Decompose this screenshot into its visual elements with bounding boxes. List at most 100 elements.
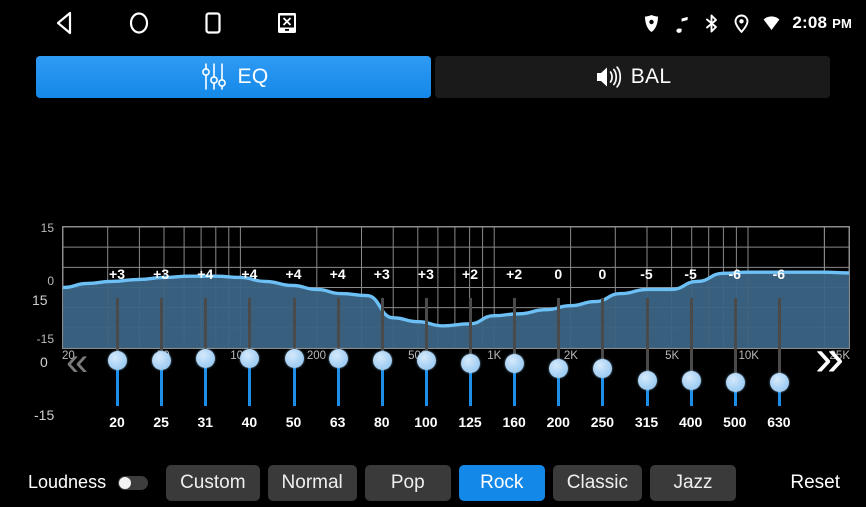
band-frequency-label: 31 <box>197 414 214 430</box>
location-pin-icon <box>732 14 751 33</box>
band-slider[interactable] <box>725 298 745 406</box>
loudness-label: Loudness <box>28 472 107 492</box>
graph-x-tick: 200 <box>306 350 327 362</box>
band-track-lower <box>557 368 561 406</box>
band-value: -6 <box>728 266 741 282</box>
loudness-toggle[interactable] <box>118 475 149 490</box>
graph-plot-area <box>62 226 850 349</box>
shield-icon <box>642 14 661 33</box>
preset-custom-button[interactable]: Custom <box>166 464 260 501</box>
eq-band: +4 31 <box>188 266 222 451</box>
eq-band: -5 400 <box>674 266 708 451</box>
band-slider[interactable] <box>240 298 260 406</box>
band-frequency-label: 250 <box>590 414 615 430</box>
recents-icon[interactable] <box>200 10 226 36</box>
eq-response-graph: 15 0 -15 20501002005001K2K5K10K25K <box>0 110 866 362</box>
band-value: -5 <box>640 266 653 282</box>
band-value: 0 <box>554 266 563 282</box>
band-track-upper <box>116 298 119 361</box>
band-slider[interactable] <box>108 298 127 406</box>
band-track-upper <box>248 298 252 359</box>
band-track-upper <box>557 298 561 368</box>
band-slider[interactable] <box>152 298 172 406</box>
band-slider-knob[interactable] <box>681 370 701 390</box>
band-slider-knob[interactable] <box>328 348 348 368</box>
band-slider-knob[interactable] <box>284 348 304 368</box>
band-slider-knob[interactable] <box>637 370 657 390</box>
band-slider[interactable] <box>549 298 569 406</box>
band-slider[interactable] <box>681 298 701 406</box>
graph-y-label-mid: 0 <box>47 274 54 288</box>
band-track-upper <box>601 298 605 368</box>
band-track-lower <box>469 363 472 406</box>
scroll-left-icon[interactable]: « <box>66 340 89 384</box>
band-track-lower <box>204 358 208 406</box>
band-slider[interactable] <box>637 298 657 406</box>
band-slider-knob[interactable] <box>416 351 436 371</box>
scroll-right-icon[interactable]: » <box>815 329 844 387</box>
graph-x-tick: 1K <box>487 350 502 362</box>
band-list: +3 20 +3 25 +4 31 +4 40 +4 50 +4 63 +3 80 +3 100 +2 125 +2… <box>100 266 796 451</box>
graph-svg <box>63 227 849 348</box>
music-note-icon <box>672 14 691 33</box>
eq-band: -6 500 <box>718 266 752 451</box>
navigation-bar <box>52 10 300 36</box>
graph-x-tick: 10K <box>738 350 759 362</box>
clock-time: 2:08 <box>792 13 828 32</box>
bank-axis-top: 15 <box>32 292 48 308</box>
band-slider-knob[interactable] <box>725 372 745 392</box>
band-value: +3 <box>153 266 170 282</box>
band-slider[interactable] <box>505 298 525 406</box>
band-slider-knob[interactable] <box>152 351 172 371</box>
band-frequency-label: 40 <box>241 414 258 430</box>
reset-button[interactable]: Reset <box>790 471 840 493</box>
bottom-bar: Loudness Custom Normal Pop Rock Classic Jazz … <box>0 458 866 507</box>
band-slider[interactable] <box>372 298 392 406</box>
band-slider-knob[interactable] <box>769 372 789 392</box>
band-slider-knob[interactable] <box>108 351 127 371</box>
band-slider[interactable] <box>593 298 613 406</box>
band-slider[interactable] <box>461 298 480 406</box>
band-track-lower <box>777 382 781 406</box>
band-slider-knob[interactable] <box>505 353 525 373</box>
band-slider-knob[interactable] <box>593 358 613 378</box>
band-track-upper <box>777 298 781 383</box>
band-value: -6 <box>772 266 786 282</box>
band-slider[interactable] <box>328 298 348 406</box>
home-icon[interactable] <box>126 10 152 36</box>
band-slider-knob[interactable] <box>240 348 260 368</box>
band-slider-knob[interactable] <box>196 348 216 368</box>
screenshot-icon[interactable] <box>274 10 300 36</box>
band-slider[interactable] <box>769 298 789 406</box>
band-slider-knob[interactable] <box>372 351 392 371</box>
status-icons: 2:08 PM <box>642 0 852 46</box>
band-value: +3 <box>373 266 390 282</box>
band-track-upper <box>336 298 340 359</box>
tab-bal[interactable]: BAL <box>435 56 830 98</box>
preset-list: Custom Normal Pop Rock Classic Jazz <box>166 464 737 501</box>
band-slider-knob[interactable] <box>549 358 569 378</box>
band-slider[interactable] <box>284 298 304 406</box>
band-track-upper <box>424 298 428 361</box>
tab-eq-label: EQ <box>237 65 269 88</box>
preset-normal-button[interactable]: Normal <box>267 464 357 501</box>
band-track-lower <box>645 380 649 406</box>
tab-eq[interactable]: EQ <box>36 56 431 98</box>
eq-band: +2 160 <box>497 266 531 451</box>
preset-pop-button[interactable]: Pop <box>364 464 451 501</box>
band-slider[interactable] <box>196 298 216 406</box>
preset-classic-button[interactable]: Classic <box>552 464 643 501</box>
band-slider[interactable] <box>416 298 436 406</box>
back-icon[interactable] <box>52 10 78 36</box>
tab-bal-label: BAL <box>630 65 672 88</box>
preset-rock-button[interactable]: Rock <box>458 464 545 501</box>
band-frequency-label: 125 <box>458 414 482 430</box>
band-slider-knob[interactable] <box>461 353 480 373</box>
eq-band: +3 100 <box>409 266 443 451</box>
band-value: +4 <box>197 266 214 282</box>
status-bar: 2:08 PM <box>0 0 866 46</box>
band-track-upper <box>733 298 737 383</box>
band-value: +3 <box>109 266 125 282</box>
preset-jazz-button[interactable]: Jazz <box>650 464 737 501</box>
